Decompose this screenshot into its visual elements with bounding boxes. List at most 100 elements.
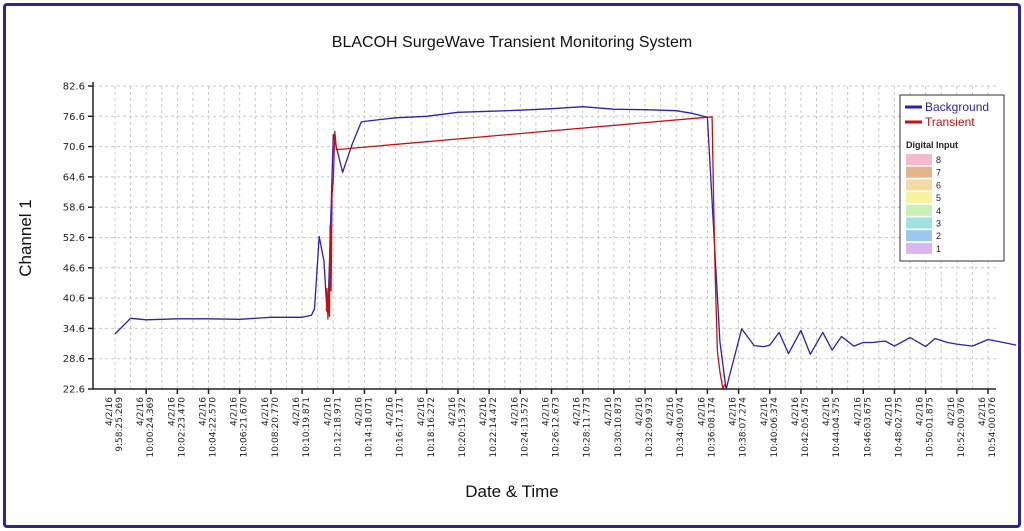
x-tick-date: 4/2/16 <box>542 397 552 426</box>
digital-input-label: 8 <box>936 155 941 165</box>
x-tick-label: 4/2/1610:26:12.673 <box>542 397 562 458</box>
digital-input-label: 7 <box>936 168 941 178</box>
x-tick-label: 4/2/1610:40:06.374 <box>760 397 780 458</box>
y-tick-label: 28.6 <box>63 354 85 365</box>
x-tick-time: 10:42:05.475 <box>801 397 811 457</box>
series-lines <box>114 106 1017 391</box>
digital-input-swatch <box>906 204 932 216</box>
x-tick-time: 10:18:16.272 <box>427 397 437 457</box>
x-tick-time: 10:04:22.570 <box>209 397 219 458</box>
x-tick-time: 9:58:25.269 <box>115 397 125 452</box>
x-tick-date: 4/2/16 <box>635 397 645 426</box>
digital-input-swatch <box>906 179 932 191</box>
x-tick-time: 10:44:04.575 <box>832 397 842 457</box>
x-tick-date: 4/2/16 <box>853 397 863 426</box>
x-tick-time: 10:48:02.775 <box>894 397 904 457</box>
x-tick-label: 4/2/1610:28:11.773 <box>573 397 593 458</box>
x-axis-title: Date & Time <box>465 482 559 501</box>
y-tick-label: 52.6 <box>63 233 85 244</box>
x-tick-label: 4/2/1610:32:09.973 <box>635 397 655 458</box>
x-tick-date: 4/2/16 <box>323 397 333 426</box>
digital-input-swatch <box>906 166 932 178</box>
digital-input-swatch <box>906 154 932 165</box>
x-tick-date: 4/2/16 <box>199 397 209 426</box>
x-tick-date: 4/2/16 <box>105 397 115 426</box>
x-tick-time: 10:02:23.470 <box>177 397 187 458</box>
y-tick-label: 70.6 <box>63 142 85 153</box>
x-tick-date: 4/2/16 <box>916 397 926 426</box>
x-tick-label: 4/2/1610:24:13.572 <box>510 397 530 458</box>
x-tick-label: 4/2/1610:08:20.770 <box>261 397 281 458</box>
x-tick-time: 10:06:21.670 <box>240 397 250 458</box>
x-tick-date: 4/2/16 <box>448 397 458 426</box>
x-tick-date: 4/2/16 <box>386 397 396 426</box>
x-tick-label: 4/2/1610:16:17.171 <box>386 397 406 458</box>
x-tick-date: 4/2/16 <box>884 397 894 426</box>
x-tick-label: 4/2/1610:42:05.475 <box>791 397 811 458</box>
x-tick-label: 4/2/1610:20:15.372 <box>448 397 468 458</box>
x-tick-time: 10:50:01.875 <box>926 397 936 457</box>
digital-input-label: 6 <box>936 180 941 190</box>
x-tick-time: 10:36:08.174 <box>707 397 717 458</box>
x-tick-time: 10:12:18.971 <box>333 397 343 457</box>
x-tick-date: 4/2/16 <box>729 397 739 426</box>
legend-label-background: Background <box>925 100 989 114</box>
axes <box>88 82 996 394</box>
x-tick-time: 10:30:10.873 <box>614 397 624 457</box>
x-tick-date: 4/2/16 <box>822 397 832 426</box>
x-tick-time: 10:16:17.171 <box>396 397 406 457</box>
x-tick-label: 4/2/169:58:25.269 <box>105 397 125 452</box>
x-tick-date: 4/2/16 <box>947 397 957 426</box>
digital-input-label: 1 <box>936 244 941 254</box>
x-tick-label: 4/2/1610:00:24.369 <box>136 397 156 458</box>
x-tick-date: 4/2/16 <box>479 397 489 426</box>
y-tick-label: 58.6 <box>63 203 85 214</box>
y-tick-label: 46.6 <box>63 263 85 274</box>
x-tick-label: 4/2/1610:38:07.274 <box>729 397 749 458</box>
digital-input-label: 2 <box>936 231 941 241</box>
x-tick-time: 10:28:11.773 <box>583 397 593 457</box>
x-tick-label: 4/2/1610:54:00.076 <box>978 397 998 458</box>
x-tick-date: 4/2/16 <box>760 397 770 426</box>
x-tick-time: 10:34:09.074 <box>676 397 686 458</box>
y-axis-title: Channel 1 <box>16 199 35 277</box>
x-tick-label: 4/2/1610:18:16.272 <box>417 397 437 458</box>
x-tick-label: 4/2/1610:52:00.976 <box>947 397 967 458</box>
x-tick-label: 4/2/1610:04:22.570 <box>199 397 219 458</box>
x-tick-date: 4/2/16 <box>978 397 988 426</box>
digital-input-swatch <box>906 217 932 229</box>
x-tick-label: 4/2/1610:12:18.971 <box>323 397 343 458</box>
legend-label-transient: Transient <box>925 115 975 129</box>
digital-input-swatch <box>906 192 932 204</box>
y-tick-label: 82.6 <box>63 82 85 93</box>
x-tick-date: 4/2/16 <box>417 397 427 426</box>
x-tick-time: 10:54:00.076 <box>988 397 998 458</box>
digital-input-swatch <box>906 242 932 254</box>
y-tick-label: 40.6 <box>63 294 85 305</box>
y-tick-labels: 22.6 28.6 34.6 40.6 46.6 52.6 58.6 64.6 70.6 76.6… <box>63 82 85 396</box>
digital-input-label: 4 <box>936 206 941 216</box>
x-tick-time: 10:32:09.973 <box>645 397 655 457</box>
x-tick-time: 10:20:15.372 <box>458 397 468 457</box>
x-tick-label: 4/2/1610:46:03.675 <box>853 397 873 458</box>
x-tick-label: 4/2/1610:02:23.470 <box>167 397 187 458</box>
x-tick-label: 4/2/1610:50:01.875 <box>916 397 936 458</box>
x-tick-date: 4/2/16 <box>791 397 801 426</box>
x-tick-label: 4/2/1610:22:14.472 <box>479 397 499 458</box>
x-tick-label: 4/2/1610:36:08.174 <box>697 397 717 458</box>
x-tick-time: 10:24:13.572 <box>520 397 530 457</box>
x-tick-date: 4/2/16 <box>510 397 520 426</box>
x-tick-date: 4/2/16 <box>666 397 676 426</box>
x-tick-date: 4/2/16 <box>697 397 707 426</box>
x-tick-date: 4/2/16 <box>354 397 364 426</box>
x-tick-time: 10:38:07.274 <box>739 397 749 458</box>
y-tick-label: 64.6 <box>63 172 85 183</box>
x-tick-labels: 4/2/169:58:25.269 4/2/1610:00:24.369 4/2/1… <box>105 397 998 458</box>
series-line-transient <box>325 116 726 391</box>
x-tick-label: 4/2/1610:06:21.670 <box>230 397 250 458</box>
y-tick-label: 34.6 <box>63 324 85 335</box>
x-tick-time: 10:08:20.770 <box>271 397 281 458</box>
x-tick-date: 4/2/16 <box>261 397 271 426</box>
